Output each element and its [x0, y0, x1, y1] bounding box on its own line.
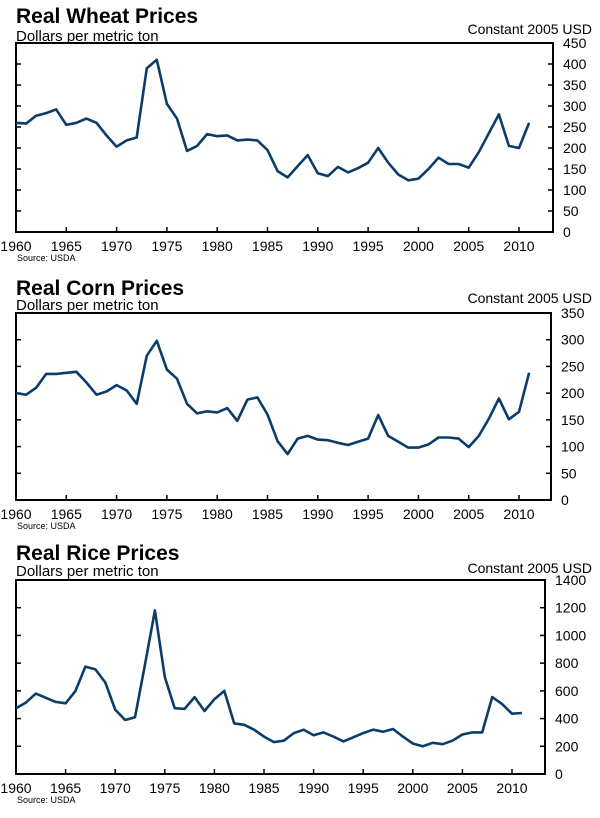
y-tick-label: 350: [563, 77, 587, 93]
x-tick-label: 1985: [248, 780, 279, 796]
source-note: Source: USDA: [17, 521, 76, 531]
y-tick-label: 200: [561, 385, 585, 401]
x-tick-label: 1965: [51, 506, 82, 522]
y-tick-label: 1200: [555, 600, 586, 616]
x-tick-label: 1970: [101, 238, 132, 254]
y-tick-label: 400: [555, 711, 579, 727]
y-tick-label: 200: [555, 738, 579, 754]
chart-title: Real Wheat Prices: [16, 5, 199, 28]
y-tick-label: 100: [561, 439, 585, 455]
x-tick-label: 2010: [503, 238, 534, 254]
y-tick-label: 150: [561, 412, 585, 428]
chart-title: Real Rice Prices: [16, 542, 180, 565]
x-tick-label: 1990: [302, 506, 333, 522]
units-label: Constant 2005 USD: [467, 560, 592, 576]
x-tick-label: 2010: [496, 780, 527, 796]
x-tick-label: 1980: [202, 506, 233, 522]
x-tick-label: 2010: [503, 506, 534, 522]
units-label: Constant 2005 USD: [467, 290, 592, 306]
y-tick-label: 200: [563, 140, 587, 156]
y-tick-label: 0: [555, 766, 563, 782]
x-tick-label: 1960: [0, 238, 31, 254]
x-tick-label: 1995: [353, 238, 384, 254]
wheat-chart-panel: Real Wheat Prices Dollars per metric ton…: [0, 0, 600, 270]
x-tick-label: 1965: [51, 238, 82, 254]
chart-subtitle: Dollars per metric ton: [16, 28, 159, 45]
y-tick-label: 300: [563, 98, 587, 114]
x-tick-label: 1995: [348, 780, 379, 796]
y-tick-label: 0: [563, 224, 571, 240]
y-tick-label: 800: [555, 655, 579, 671]
y-tick-label: 50: [561, 465, 577, 481]
x-tick-label: 1990: [302, 238, 333, 254]
chart-subtitle: Dollars per metric ton: [16, 297, 159, 314]
y-tick-label: 250: [563, 119, 587, 135]
x-tick-label: 1975: [149, 780, 180, 796]
series-line: [15, 58, 531, 182]
chart-subtitle: Dollars per metric ton: [16, 563, 159, 580]
x-tick-label: 2005: [453, 506, 484, 522]
x-tick-label: 2005: [453, 238, 484, 254]
y-tick-label: 350: [561, 305, 585, 321]
x-tick-label: 1980: [199, 780, 230, 796]
plot-frame: [15, 42, 554, 233]
corn-chart-panel: Real Corn Prices Dollars per metric ton …: [0, 270, 600, 538]
x-tick-label: 1975: [151, 238, 182, 254]
x-tick-label: 2000: [403, 506, 434, 522]
series-line: [15, 609, 522, 748]
source-note: Source: USDA: [17, 253, 76, 263]
y-tick-label: 1400: [555, 572, 586, 588]
x-tick-label: 1980: [202, 238, 233, 254]
x-tick-label: 1960: [0, 506, 31, 522]
y-tick-label: 300: [561, 332, 585, 348]
chart-title: Real Corn Prices: [16, 277, 185, 300]
y-tick-label: 600: [555, 683, 579, 699]
rice-chart-panel: Real Rice Prices Dollars per metric ton …: [0, 538, 600, 818]
x-tick-label: 2000: [403, 238, 434, 254]
y-tick-label: 450: [563, 35, 587, 51]
x-tick-label: 1960: [0, 780, 31, 796]
x-tick-label: 1970: [100, 780, 131, 796]
plot-frame: [15, 312, 552, 501]
x-tick-label: 1970: [101, 506, 132, 522]
x-tick-label: 2005: [447, 780, 478, 796]
x-tick-label: 2000: [397, 780, 428, 796]
y-tick-label: 1000: [555, 627, 586, 643]
y-tick-label: 0: [561, 492, 569, 508]
x-tick-label: 1975: [151, 506, 182, 522]
x-tick-label: 1965: [50, 780, 81, 796]
x-tick-label: 1990: [298, 780, 329, 796]
y-tick-label: 50: [563, 203, 579, 219]
y-tick-label: 400: [563, 56, 587, 72]
x-tick-label: 1995: [353, 506, 384, 522]
y-tick-label: 150: [563, 161, 587, 177]
units-label: Constant 2005 USD: [467, 21, 592, 37]
x-tick-label: 1985: [252, 506, 283, 522]
y-tick-label: 100: [563, 182, 587, 198]
plot-frame: [15, 579, 546, 775]
x-tick-label: 1985: [252, 238, 283, 254]
source-note: Source: USDA: [17, 795, 76, 805]
series-line: [15, 339, 531, 456]
y-tick-label: 250: [561, 358, 585, 374]
